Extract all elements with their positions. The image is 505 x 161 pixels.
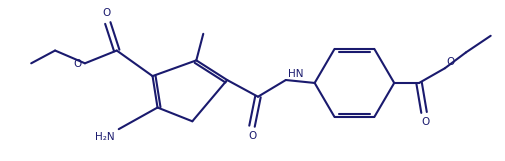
Text: O: O [421,117,429,127]
Text: H₂N: H₂N [95,132,115,142]
Text: O: O [446,57,454,67]
Text: O: O [249,131,257,141]
Text: O: O [103,8,111,18]
Text: O: O [74,59,82,69]
Text: HN: HN [288,69,304,79]
